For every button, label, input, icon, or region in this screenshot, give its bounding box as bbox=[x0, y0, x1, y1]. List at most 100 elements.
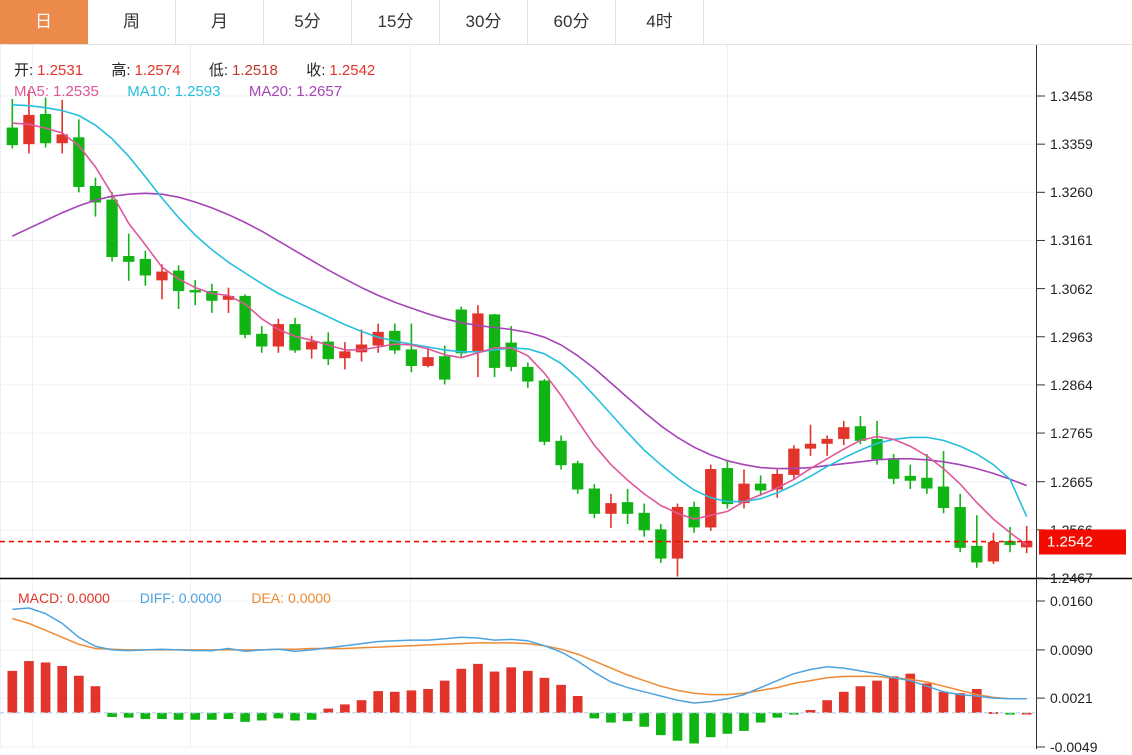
price-axis-label: 1.2665 bbox=[1050, 473, 1093, 490]
ma5-value: 1.2535 bbox=[53, 83, 99, 100]
candle-body bbox=[355, 344, 368, 353]
candle-body bbox=[588, 488, 600, 514]
price-axis-label: 1.3161 bbox=[1050, 232, 1093, 249]
macd-histogram-bar bbox=[123, 712, 134, 718]
timeframe-tab-label: 日 bbox=[35, 12, 52, 31]
timeframe-tab-0[interactable]: 日 bbox=[0, 0, 88, 44]
macd-histogram-bar bbox=[256, 712, 267, 721]
timeframe-tab-4[interactable]: 15分 bbox=[352, 0, 440, 44]
macd-histogram-bar bbox=[822, 700, 832, 713]
ma20-value: 1.2657 bbox=[296, 83, 343, 100]
macd-histogram-bar bbox=[705, 712, 716, 738]
candle-body bbox=[189, 290, 201, 293]
timeframe-tab-5[interactable]: 30分 bbox=[440, 0, 528, 44]
macd-histogram-bar bbox=[805, 709, 816, 713]
ohlc-legend: 开: 1.2531 高: 1.2574 低: 1.2518 收: 1.2542 bbox=[14, 59, 379, 80]
macd-histogram-bar bbox=[90, 686, 101, 713]
macd-histogram-bar bbox=[689, 712, 699, 744]
candle-body bbox=[621, 502, 634, 514]
macd-histogram-bar bbox=[888, 676, 899, 713]
ma5-label: MA5: bbox=[14, 83, 50, 100]
macd-histogram-bar bbox=[356, 700, 367, 713]
macd-histogram-bar bbox=[223, 712, 234, 720]
candle-body bbox=[488, 314, 501, 368]
macd-histogram-bar bbox=[838, 691, 849, 713]
macd-value: 0.0000 bbox=[67, 590, 110, 606]
macd-histogram-bar bbox=[373, 691, 383, 713]
candle-body bbox=[156, 271, 168, 281]
candle-body bbox=[505, 342, 517, 367]
candle-body bbox=[838, 427, 850, 439]
macd-histogram-bar bbox=[855, 686, 866, 713]
macd-histogram-bar bbox=[24, 661, 34, 713]
candle-body bbox=[73, 137, 85, 187]
low-label: 低: bbox=[208, 62, 228, 79]
price-axis-label: 1.2963 bbox=[1050, 328, 1093, 345]
macd-histogram-bar bbox=[7, 670, 18, 713]
timeframe-tab-label: 5分 bbox=[294, 12, 321, 31]
macd-histogram-bar bbox=[473, 663, 483, 713]
dea-label: DEA: bbox=[251, 590, 285, 606]
candle-body bbox=[555, 440, 567, 466]
timeframe-tab-3[interactable]: 5分 bbox=[264, 0, 352, 44]
macd-histogram-bar bbox=[955, 693, 965, 713]
macd-histogram-bar bbox=[656, 712, 666, 736]
candle-body bbox=[655, 529, 667, 559]
macd-histogram-bar bbox=[340, 704, 350, 713]
candle-body bbox=[954, 506, 966, 548]
macd-histogram-bar bbox=[522, 670, 533, 713]
candle-body bbox=[971, 545, 983, 563]
macd-label: MACD: bbox=[18, 590, 64, 606]
candle-body bbox=[754, 483, 767, 491]
timeframe-tab-7[interactable]: 4时 bbox=[616, 0, 704, 44]
candle-body bbox=[405, 349, 418, 366]
timeframe-tab-label: 周 bbox=[123, 12, 140, 31]
macd-histogram-bar bbox=[107, 712, 117, 717]
candle-body bbox=[472, 313, 484, 353]
macd-axis-label: 0.0160 bbox=[1050, 593, 1093, 609]
candle-body bbox=[904, 475, 916, 481]
macd-histogram-bar bbox=[572, 696, 583, 713]
high-value: 1.2574 bbox=[134, 62, 181, 79]
timeframe-tab-2[interactable]: 月 bbox=[176, 0, 264, 44]
macd-histogram-bar bbox=[40, 662, 51, 713]
macd-histogram-bar bbox=[772, 712, 783, 718]
candle-body bbox=[788, 448, 800, 475]
macd-histogram-bar bbox=[423, 689, 433, 713]
macd-histogram-bar bbox=[922, 683, 932, 713]
diff-line bbox=[12, 607, 1027, 704]
high-label: 高: bbox=[111, 62, 131, 79]
macd-histogram-bar bbox=[323, 708, 334, 713]
macd-histogram-bar bbox=[539, 677, 550, 713]
ma10-label: MA10: bbox=[127, 83, 171, 100]
macd-histogram-bar bbox=[1021, 712, 1032, 715]
macd-histogram-bar bbox=[722, 712, 733, 734]
macd-histogram-bar bbox=[639, 712, 650, 727]
candle-body bbox=[538, 380, 551, 442]
macd-histogram-bar bbox=[207, 712, 217, 720]
chart-canvas[interactable] bbox=[0, 45, 1132, 749]
macd-histogram-bar bbox=[506, 667, 517, 713]
timeframe-tabbar: 日 周 月 5分 15分 30分 60分 4时 bbox=[0, 0, 1132, 45]
macd-histogram-bar bbox=[489, 671, 500, 713]
candle-body bbox=[871, 438, 883, 460]
timeframe-tab-label: 4时 bbox=[646, 12, 673, 31]
macd-histogram-bar bbox=[240, 712, 250, 722]
chart-area[interactable]: 开: 1.2531 高: 1.2574 低: 1.2518 收: 1.2542 MA5:… bbox=[0, 45, 1132, 755]
candle-body bbox=[23, 114, 35, 145]
diff-label: DIFF: bbox=[139, 590, 175, 606]
timeframe-tab-1[interactable]: 周 bbox=[88, 0, 176, 44]
open-value: 1.2531 bbox=[37, 62, 84, 79]
macd-histogram-bar bbox=[157, 712, 167, 720]
candle-body bbox=[305, 341, 318, 350]
candle-body bbox=[339, 351, 351, 359]
macd-histogram-bar bbox=[606, 712, 616, 723]
dea-value: 0.0000 bbox=[288, 590, 331, 606]
timeframe-tab-label: 月 bbox=[211, 12, 228, 31]
candle-body bbox=[106, 199, 118, 258]
diff-value: 0.0000 bbox=[178, 590, 222, 606]
candle-body bbox=[422, 357, 434, 366]
timeframe-tab-6[interactable]: 60分 bbox=[528, 0, 616, 44]
macd-histogram-bar bbox=[905, 673, 916, 713]
candle-body bbox=[937, 486, 950, 508]
